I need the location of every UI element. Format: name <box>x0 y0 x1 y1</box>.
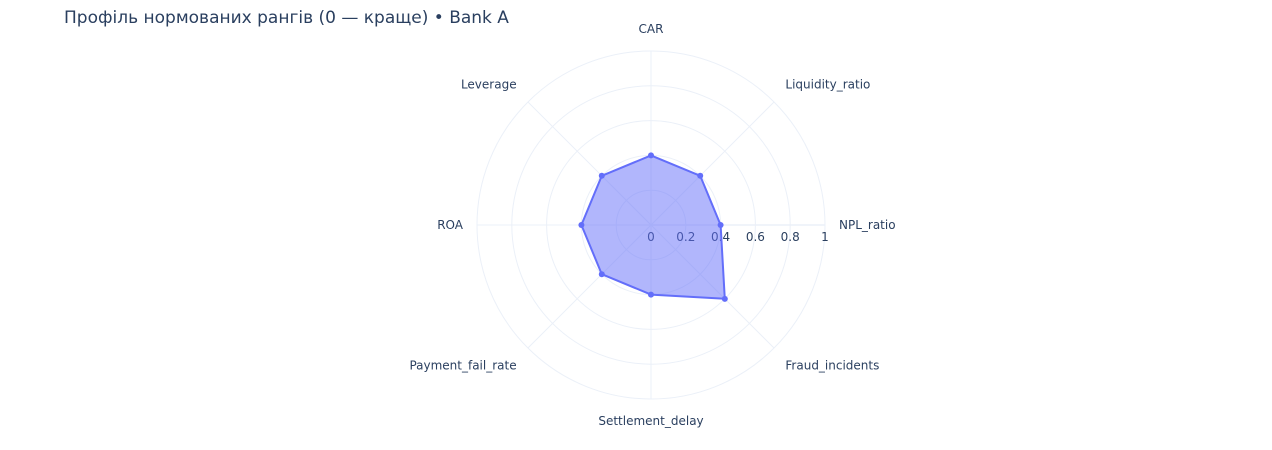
angular-axis-label: ROA <box>437 218 464 232</box>
angular-axis-label: Settlement_delay <box>598 414 703 428</box>
series-point[interactable] <box>717 222 724 228</box>
radial-tick-label: 1 <box>821 230 829 244</box>
series-point[interactable] <box>721 295 728 302</box>
series-point[interactable] <box>697 172 704 179</box>
series-point[interactable] <box>648 291 654 298</box>
angular-axis-labels: CAR Liquidity_ratio NPL_ratio Fraud_inciden… <box>409 22 895 428</box>
angular-axis-label: Leverage <box>461 78 517 92</box>
angular-axis-label: NPL_ratio <box>839 218 896 232</box>
angular-axis-label: Payment_fail_rate <box>409 358 516 372</box>
angular-axis-label: Fraud_incidents <box>785 358 879 372</box>
radial-tick-label: 0.8 <box>781 230 800 244</box>
series-point[interactable] <box>648 152 654 159</box>
radial-tick-label: 0.6 <box>746 230 765 244</box>
series-point[interactable] <box>598 172 605 179</box>
angular-axis-label: CAR <box>639 22 664 36</box>
chart-title: Профіль нормованих рангів (0 — краще) • … <box>64 8 509 28</box>
angular-axis-label: Liquidity_ratio <box>785 78 870 92</box>
series-point[interactable] <box>598 271 605 278</box>
series-point[interactable] <box>578 222 585 228</box>
radar-series[interactable] <box>578 152 728 302</box>
